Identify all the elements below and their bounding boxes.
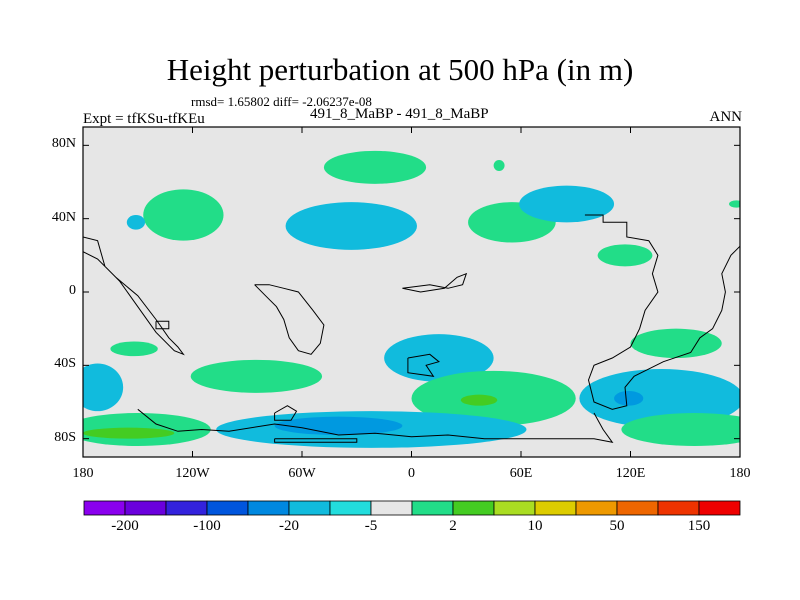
positive-anomaly-9 [110,341,158,357]
negative-anomaly-16 [614,391,644,406]
season-label: ANN [709,109,743,125]
negative-anomaly-3 [285,202,417,250]
colorbar-swatch-0 [83,500,126,516]
colorbar-swatch-8 [411,500,454,516]
colorbar [83,500,741,516]
lon-tick-label: 180 [72,466,94,481]
coastline-layer [83,214,740,444]
positive-anomaly-8 [729,200,740,208]
coastline-7 [274,405,298,421]
lon-tick-label: 60W [288,466,316,481]
lon-tick-label: 0 [408,466,415,481]
negative-anomaly-15 [579,369,740,428]
colorbar-label: -200 [111,518,139,534]
colorbar-swatch-9 [452,500,495,516]
tick-layer [82,127,741,457]
colorbar-swatch-2 [165,500,208,516]
positive-anomaly-6 [597,244,653,267]
lat-tick-label: 80S [54,429,76,445]
lat-tick-label: 40N [51,209,76,225]
negative-anomaly-7 [126,215,146,230]
experiment-label: Expt = tfKSu-tfKEu [83,111,205,127]
coastline-2 [155,320,170,330]
colorbar-swatch-1 [124,500,167,516]
colorbar-label: 50 [609,518,625,534]
colorbar-label: 150 [687,518,711,534]
colorbar-swatch-12 [575,500,618,516]
lon-tick-label: 120E [615,466,646,481]
center-label: 491_8_MaBP - 491_8_MaBP [310,106,489,122]
figure-title: Height perturbation at 500 hPa (in m) [166,52,634,87]
colorbar-swatch-15 [698,500,741,516]
positive-anomaly-0 [323,150,427,184]
colorbar-label: 2 [449,518,457,534]
positive-anomaly-1 [493,160,505,171]
positive-anomaly-22 [621,413,740,446]
negative-anomaly-11 [384,334,494,382]
lon-tick-label: 180 [729,466,751,481]
colorbar-label: -100 [193,518,221,534]
colorbar-label: -5 [364,518,378,534]
coastline-6 [137,408,614,444]
colorbar-label: -20 [279,518,299,534]
negative-anomaly-21 [274,416,403,436]
colorbar-swatch-11 [534,500,577,516]
coastline-8 [274,438,358,443]
lon-tick-label: 120W [175,466,210,481]
coastline-5 [584,214,740,410]
colorbar-swatch-6 [329,500,372,516]
positive-anomaly-13 [460,394,498,406]
coastline-4 [407,353,440,377]
coastline-1 [254,284,325,355]
lat-tick-label: 80N [51,136,76,152]
coastline-3 [402,272,468,293]
coastline-0 [83,236,185,356]
colorbar-swatch-7 [370,500,413,516]
colorbar-swatch-13 [616,500,659,516]
colorbar-swatch-4 [247,500,290,516]
colorbar-swatch-5 [288,500,331,516]
colorbar-swatch-10 [493,500,536,516]
positive-anomaly-19 [83,427,175,439]
colorbar-swatch-14 [657,500,700,516]
positive-anomaly-14 [630,328,722,359]
lat-tick-label: 40S [54,356,76,372]
stats-line: rmsd= 1.65802 diff= -2.06237e-08 [191,94,372,109]
lat-tick-label: 0 [69,283,76,298]
colorbar-swatch-3 [206,500,249,516]
positive-anomaly-2 [143,189,224,241]
negative-anomaly-17 [83,363,124,412]
colorbar-label: 10 [527,518,543,534]
anomaly-layer [83,150,740,448]
negative-anomaly-5 [519,185,615,223]
positive-anomaly-10 [190,359,323,393]
lon-tick-label: 60E [509,466,533,481]
